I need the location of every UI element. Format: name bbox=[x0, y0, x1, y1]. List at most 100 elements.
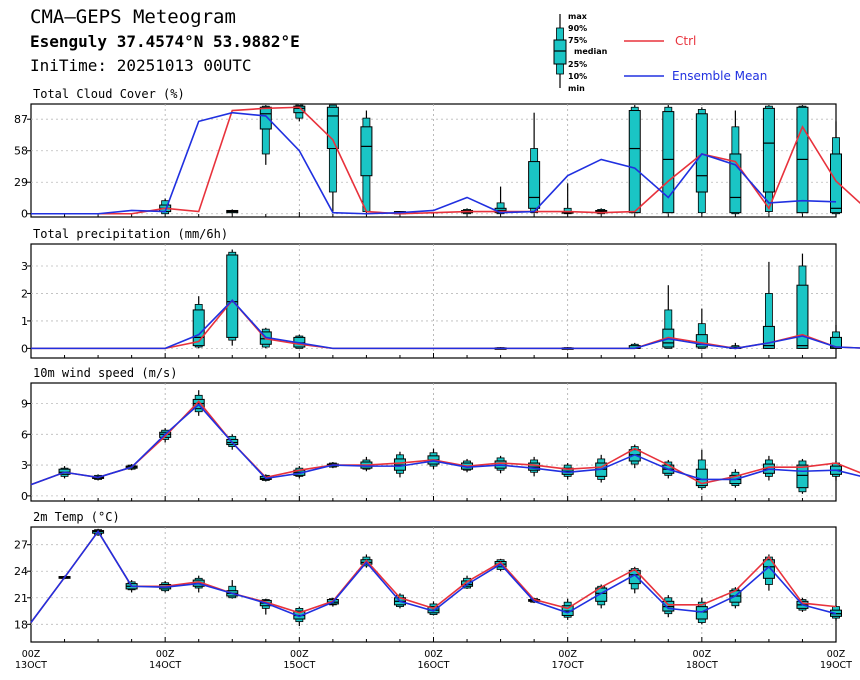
ctrl-series-line bbox=[31, 299, 860, 350]
box-plot bbox=[695, 107, 708, 214]
panel-4: 2m Temp (°C) 18 21 24 27 bbox=[14, 510, 842, 643]
box-inner bbox=[226, 254, 239, 338]
ctrl-series-line bbox=[30, 400, 860, 486]
y-tick-label: 27 bbox=[14, 539, 28, 552]
x-tick-label-date: 17OCT bbox=[552, 660, 584, 671]
ensemble-mean-series-line bbox=[31, 111, 837, 215]
y-tick-label: 29 bbox=[14, 176, 28, 189]
legend-box-label: max bbox=[568, 12, 588, 21]
box-plot bbox=[528, 456, 541, 477]
x-tick-label-date: 13OCT bbox=[15, 660, 47, 671]
y-tick-label: 0 bbox=[21, 208, 28, 221]
x-tick-label-time: 00Z bbox=[424, 649, 443, 660]
panel-title: 10m wind speed (m/s) bbox=[33, 366, 178, 380]
y-tick-label: 2 bbox=[21, 287, 28, 300]
x-tick-label-date: 14OCT bbox=[149, 660, 181, 671]
box-plot bbox=[528, 112, 541, 214]
box-inner bbox=[762, 107, 775, 193]
box-plot bbox=[226, 249, 239, 346]
y-tick-label: 1 bbox=[21, 315, 28, 328]
ctrl-series-line bbox=[30, 529, 837, 624]
box-inner bbox=[695, 606, 708, 620]
y-tick-label: 24 bbox=[14, 565, 28, 578]
box-plot bbox=[393, 451, 406, 478]
panel-2: Total precipitation (mm/6h) 0 1 2 3 bbox=[21, 227, 860, 359]
y-tick-label: 3 bbox=[21, 459, 28, 472]
y-tick-label: 21 bbox=[14, 592, 28, 605]
legend-box-inner bbox=[553, 39, 567, 65]
box-plot bbox=[796, 253, 809, 349]
box-plot bbox=[796, 458, 809, 494]
y-tick-label: 0 bbox=[21, 342, 28, 355]
x-tick-label-time: 00Z bbox=[693, 649, 712, 660]
legend: max 90% 75% median 25% 10% min Ctrl Ensemble Mea… bbox=[553, 12, 767, 93]
panel-frame bbox=[30, 526, 837, 643]
y-tick-label: 58 bbox=[14, 145, 28, 158]
panel-title: Total precipitation (mm/6h) bbox=[33, 227, 228, 241]
box-inner bbox=[762, 559, 775, 579]
x-tick-label-date: 19OCT bbox=[820, 660, 852, 671]
box-plot bbox=[662, 595, 675, 618]
y-tick-label: 3 bbox=[21, 260, 28, 273]
x-tick-label-time: 00Z bbox=[290, 649, 309, 660]
box-plot bbox=[427, 448, 440, 470]
y-tick-label: 6 bbox=[21, 428, 28, 441]
box-inner bbox=[528, 161, 541, 209]
legend-box-label: 90% bbox=[568, 24, 587, 33]
box-inner bbox=[326, 106, 339, 150]
box-inner bbox=[662, 111, 675, 214]
box-plot bbox=[326, 104, 339, 212]
box-inner bbox=[259, 106, 272, 130]
legend-mean-label: Ensemble Mean bbox=[672, 69, 767, 83]
legend-box-label: median bbox=[574, 47, 608, 56]
box-inner bbox=[293, 105, 306, 114]
ensemble-mean-series-line bbox=[30, 529, 837, 624]
panel-title: 2m Temp (°C) bbox=[33, 510, 120, 524]
legend-box-label: min bbox=[568, 84, 585, 93]
y-tick-label: 0 bbox=[21, 490, 28, 503]
init-time-line: IniTime: 20251013 00UTC bbox=[30, 56, 252, 75]
legend-box-label: 10% bbox=[568, 72, 587, 81]
y-tick-label: 87 bbox=[14, 113, 28, 126]
panel-1: Total Cloud Cover (%) 0 29 58 87 bbox=[14, 87, 860, 221]
y-tick-label: 18 bbox=[14, 618, 28, 631]
x-tick-label-date: 15OCT bbox=[283, 660, 315, 671]
ensemble-mean-series-line bbox=[30, 403, 860, 486]
box-plot bbox=[796, 105, 809, 214]
box-plot bbox=[695, 308, 708, 349]
box-plot bbox=[259, 105, 272, 165]
box-inner bbox=[192, 309, 205, 347]
box-plot bbox=[830, 121, 842, 215]
box-plot bbox=[226, 580, 239, 599]
box-inner bbox=[796, 284, 809, 349]
legend-box-label: 75% bbox=[568, 36, 587, 45]
chart-title: CMA—GEPS Meteogram bbox=[30, 6, 236, 28]
box-plot bbox=[360, 110, 373, 214]
x-tick-label-date: 16OCT bbox=[417, 660, 449, 671]
x-tick-label-date: 18OCT bbox=[686, 660, 718, 671]
box-inner bbox=[830, 153, 842, 214]
box-outer bbox=[261, 105, 270, 155]
box-plot bbox=[662, 105, 675, 214]
box-inner bbox=[830, 336, 842, 349]
box-inner bbox=[695, 113, 708, 193]
box-plot bbox=[561, 598, 574, 620]
x-tick-label-time: 00Z bbox=[156, 649, 175, 660]
location-line: Esenguly 37.4574°N 53.9882°E bbox=[30, 32, 300, 51]
legend-box-label: 25% bbox=[568, 60, 587, 69]
panel-title: Total Cloud Cover (%) bbox=[33, 87, 185, 101]
x-tick-label-time: 00Z bbox=[558, 649, 577, 660]
box-inner bbox=[762, 325, 775, 349]
x-tick-label-time: 00Z bbox=[827, 649, 846, 660]
box-plot bbox=[494, 186, 507, 215]
box-inner bbox=[695, 334, 708, 348]
box-inner bbox=[360, 126, 373, 177]
panel-3: 10m wind speed (m/s) 0 3 6 9 bbox=[21, 366, 860, 503]
box-plot bbox=[762, 261, 775, 349]
box-inner bbox=[796, 464, 809, 489]
box-plot bbox=[762, 105, 775, 214]
legend-ctrl-label: Ctrl bbox=[675, 34, 696, 48]
y-tick-label: 9 bbox=[21, 398, 28, 411]
